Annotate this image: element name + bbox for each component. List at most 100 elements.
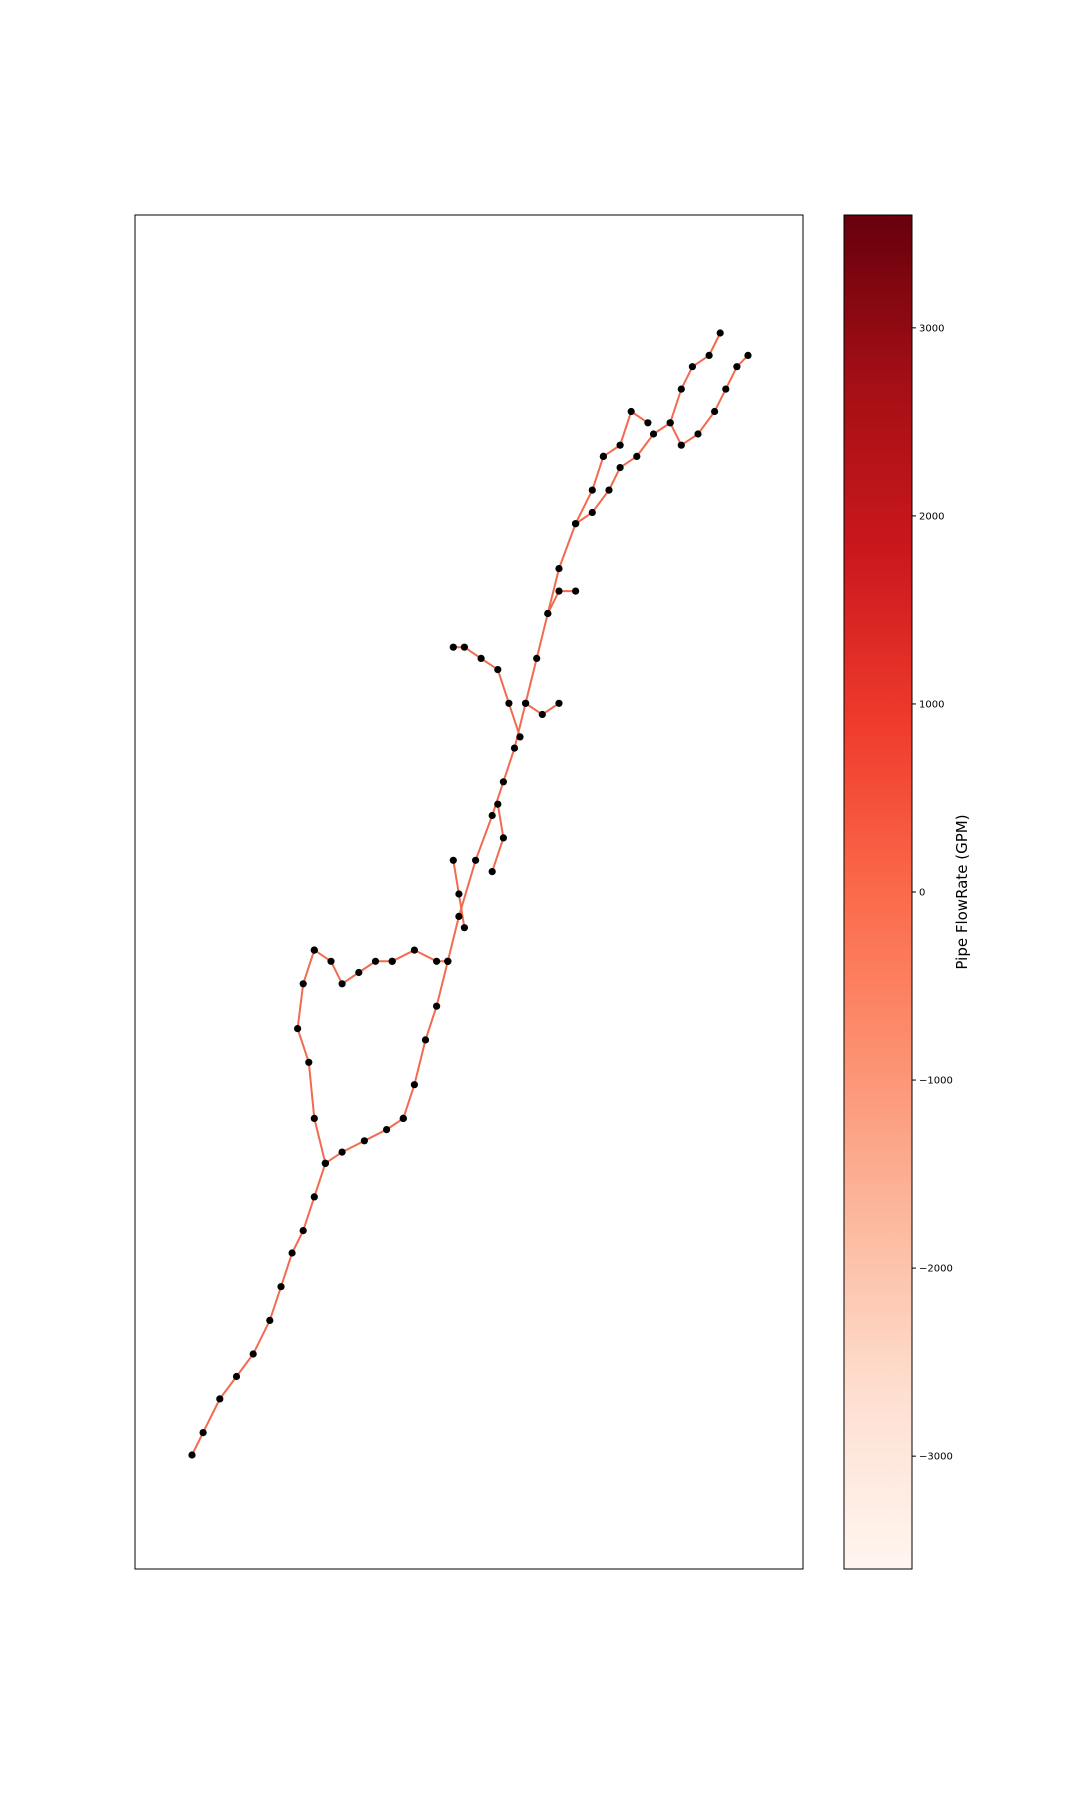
junction-node bbox=[460, 924, 468, 932]
junction-node bbox=[338, 1148, 346, 1156]
pipe bbox=[575, 332, 722, 525]
junction-node bbox=[499, 778, 507, 786]
junction-node bbox=[722, 385, 730, 393]
junction-node bbox=[327, 957, 335, 965]
colorbar-tick-label: 0 bbox=[919, 888, 925, 899]
junction-node bbox=[288, 1249, 296, 1257]
junction-node bbox=[277, 1283, 285, 1291]
colorbar-title: Pipe FlowRate (GPM) bbox=[953, 814, 971, 969]
junction-node bbox=[616, 441, 624, 449]
junction-node bbox=[266, 1316, 274, 1324]
junction-node bbox=[299, 1227, 307, 1235]
junction-node bbox=[188, 1451, 196, 1459]
nodes-layer bbox=[188, 329, 752, 1459]
junction-node bbox=[605, 486, 613, 494]
pipes-layer bbox=[191, 332, 749, 1456]
junction-node bbox=[505, 699, 513, 707]
junction-node bbox=[533, 654, 541, 663]
junction-node bbox=[633, 452, 641, 460]
junction-node bbox=[522, 699, 530, 707]
junction-node bbox=[421, 1036, 430, 1044]
junction-node bbox=[460, 643, 468, 651]
colorbar-tick-label: 2000 bbox=[919, 511, 944, 522]
junction-node bbox=[494, 666, 502, 674]
junction-node bbox=[355, 968, 363, 977]
junction-node bbox=[444, 957, 452, 965]
junction-node bbox=[499, 834, 507, 842]
junction-node bbox=[410, 1081, 418, 1089]
junction-node bbox=[383, 1126, 391, 1134]
junction-node bbox=[588, 486, 596, 494]
colorbar-tick-label: 3000 bbox=[919, 323, 944, 334]
colorbar-gradient bbox=[844, 215, 912, 1569]
colorbar-tick-label: −2000 bbox=[919, 1264, 953, 1275]
junction-node bbox=[199, 1429, 207, 1437]
junction-node bbox=[627, 407, 635, 416]
junction-node bbox=[449, 856, 457, 864]
junction-node bbox=[455, 890, 463, 898]
junction-node bbox=[744, 351, 752, 359]
pipe bbox=[453, 646, 521, 738]
pipe bbox=[602, 409, 649, 458]
pipe bbox=[313, 949, 393, 986]
junction-node bbox=[705, 351, 713, 359]
junction-node bbox=[360, 1137, 368, 1145]
pipe bbox=[446, 456, 605, 962]
junction-node bbox=[494, 800, 502, 808]
junction-node bbox=[433, 957, 441, 965]
junction-node bbox=[216, 1395, 224, 1403]
junction-node bbox=[644, 419, 652, 427]
junction-node bbox=[588, 508, 596, 517]
junction-node bbox=[232, 1372, 241, 1381]
pipe bbox=[391, 948, 448, 963]
junction-node bbox=[410, 946, 418, 954]
colorbar-tick-label: 1000 bbox=[919, 699, 944, 710]
junction-node bbox=[488, 811, 496, 820]
junction-node bbox=[433, 1002, 441, 1010]
junction-node bbox=[555, 565, 563, 573]
pipe bbox=[191, 1162, 327, 1456]
junction-node bbox=[711, 407, 719, 416]
junction-node bbox=[449, 643, 457, 651]
junction-node bbox=[305, 1058, 313, 1066]
junction-node bbox=[677, 441, 685, 449]
colorbar-tick-label: −3000 bbox=[919, 1452, 953, 1463]
junction-node bbox=[666, 419, 674, 427]
junction-node bbox=[733, 363, 741, 371]
junction-node bbox=[599, 452, 608, 460]
junction-node bbox=[399, 1114, 407, 1122]
junction-node bbox=[616, 464, 624, 472]
junction-node bbox=[310, 1193, 318, 1201]
junction-node bbox=[299, 980, 307, 988]
junction-node bbox=[555, 699, 563, 707]
junction-node bbox=[694, 430, 702, 438]
junction-node bbox=[455, 912, 463, 921]
plot-frame bbox=[134, 214, 804, 1570]
junction-node bbox=[716, 329, 724, 337]
junction-node bbox=[572, 520, 580, 528]
junction-node bbox=[472, 856, 480, 864]
junction-node bbox=[388, 957, 396, 965]
junction-node bbox=[510, 744, 519, 752]
junction-node bbox=[477, 654, 485, 663]
colorbar-tick-label: −1000 bbox=[919, 1076, 953, 1087]
colorbar: 3000 2000 1000 0 −1000 −2000 −3000 Pipe FlowRa… bbox=[843, 214, 971, 1570]
junction-node bbox=[321, 1159, 329, 1167]
junction-node bbox=[310, 946, 318, 954]
junction-node bbox=[555, 587, 563, 595]
junction-node bbox=[371, 957, 380, 965]
network-layer bbox=[188, 329, 752, 1459]
junction-node bbox=[249, 1350, 257, 1358]
junction-node bbox=[649, 430, 658, 438]
junction-node bbox=[544, 609, 552, 618]
junction-node bbox=[538, 710, 546, 719]
junction-node bbox=[488, 868, 496, 876]
pipe bbox=[296, 949, 327, 1164]
junction-node bbox=[310, 1114, 318, 1122]
junction-node bbox=[294, 1025, 302, 1033]
junction-node bbox=[572, 587, 580, 595]
junction-node bbox=[677, 385, 685, 393]
junction-node bbox=[516, 733, 524, 741]
junction-node bbox=[338, 980, 346, 988]
junction-node bbox=[688, 363, 697, 371]
